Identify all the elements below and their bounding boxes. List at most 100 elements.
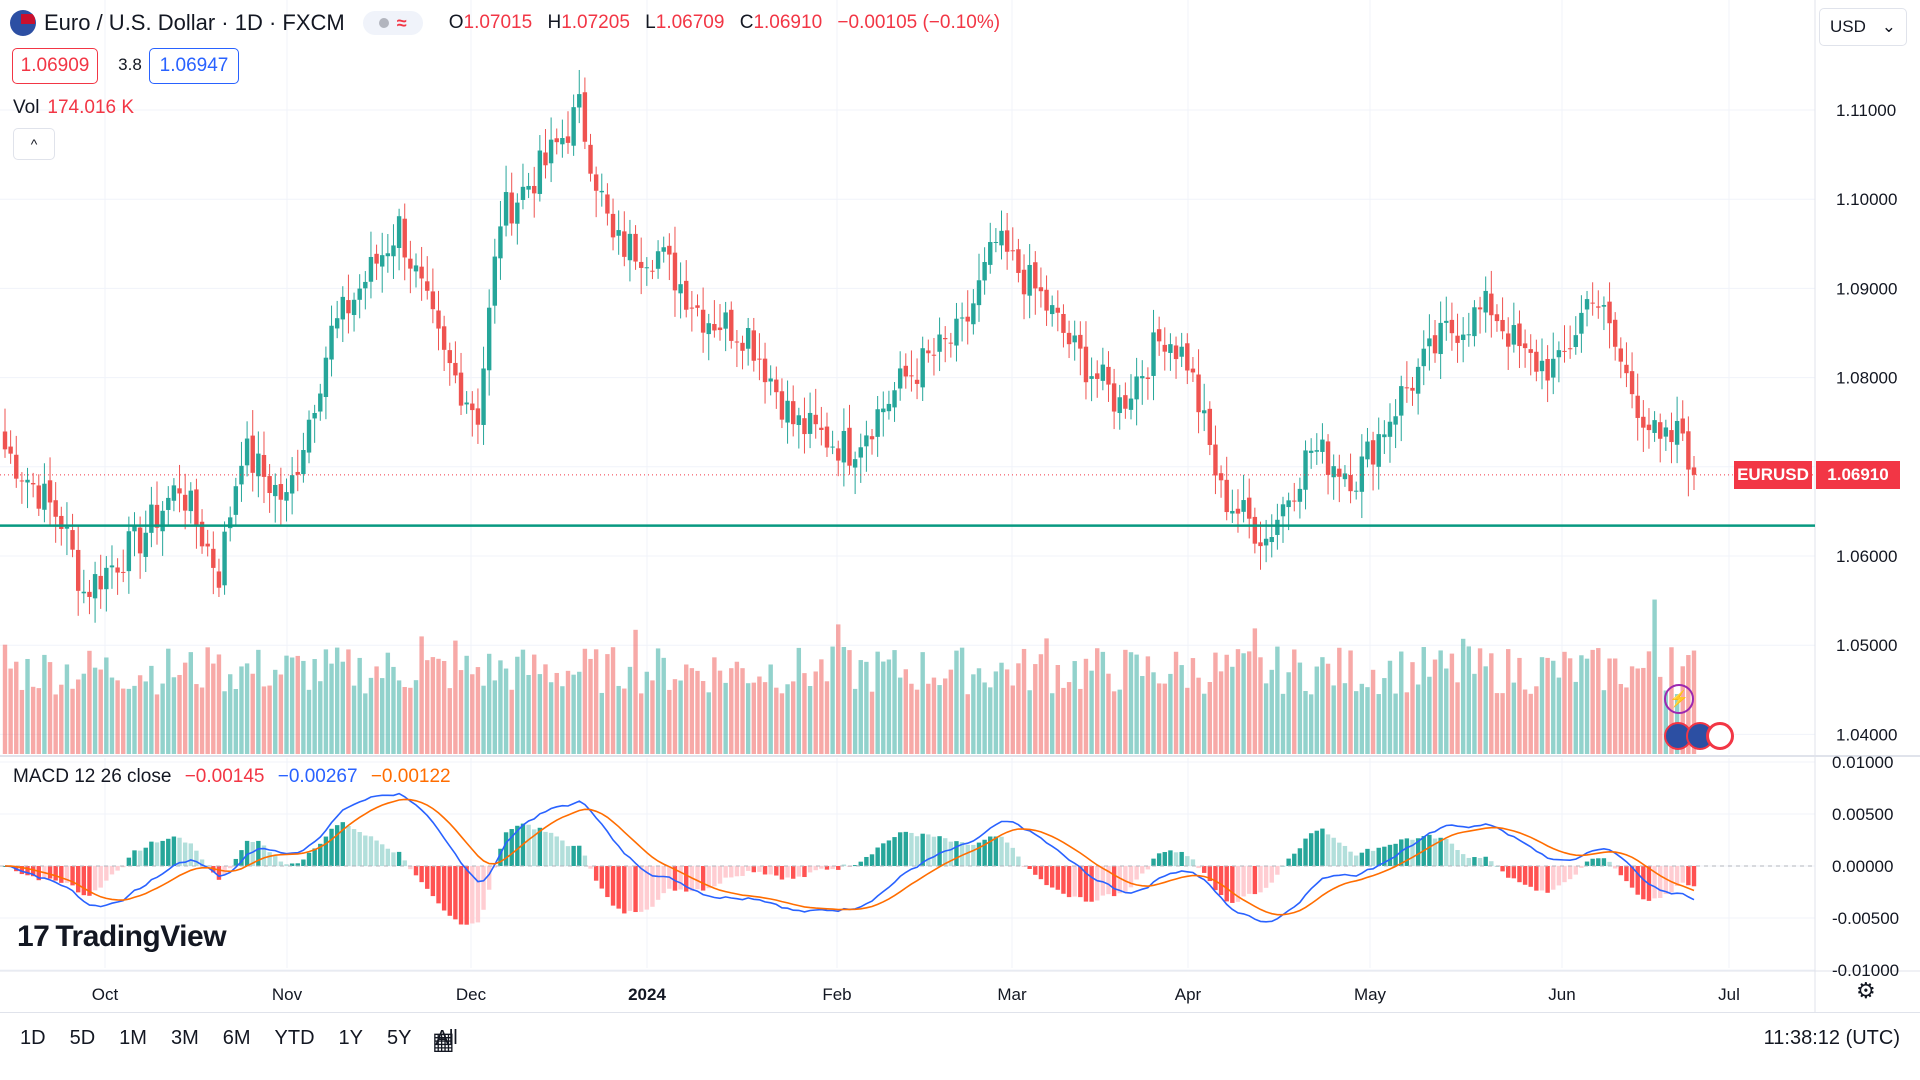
range-1m[interactable]: 1M xyxy=(119,1027,147,1049)
candle-body xyxy=(47,480,53,503)
volume-bar xyxy=(1010,685,1015,754)
range-3m[interactable]: 3M xyxy=(170,1027,199,1049)
macd-histogram-bar xyxy=(430,866,436,897)
macd-histogram-bar xyxy=(655,866,661,900)
volume-bar xyxy=(1444,668,1449,754)
range-1y[interactable]: 1Y xyxy=(338,1027,364,1049)
volume-bar xyxy=(1173,651,1179,754)
tradingview-logo[interactable]: 17 TradingView xyxy=(17,920,227,954)
candle-body xyxy=(109,565,115,568)
macd-histogram-bar xyxy=(256,840,261,866)
range-all[interactable]: All xyxy=(435,1027,458,1049)
candle-body xyxy=(1168,344,1173,353)
symbol-title[interactable]: Euro / U.S. Dollar · 1D · FXCM xyxy=(44,10,345,35)
candle-body xyxy=(802,418,807,435)
candle-body xyxy=(1241,500,1246,512)
macd-histogram-bar xyxy=(914,836,920,866)
event-flag-icon-3[interactable] xyxy=(1706,722,1734,750)
candle-body xyxy=(1483,290,1488,313)
volume-bar xyxy=(616,685,621,754)
candle-body xyxy=(222,531,227,586)
macd-histogram-bar xyxy=(616,866,621,909)
candle-body xyxy=(520,186,526,200)
macd-histogram-bar xyxy=(98,866,103,888)
volume-bar xyxy=(1573,681,1578,754)
volume-bar xyxy=(323,649,329,754)
macd-tick-label: -0.01000 xyxy=(1832,961,1899,980)
macd-histogram-bar xyxy=(199,859,205,866)
range-ytd[interactable]: YTD xyxy=(274,1027,315,1049)
macd-histogram-bar xyxy=(515,825,520,866)
macd-histogram-bar xyxy=(1522,866,1528,885)
range-5d[interactable]: 5D xyxy=(69,1027,96,1049)
currency-selector[interactable]: USD ⌄ xyxy=(1819,8,1907,46)
volume-bar xyxy=(1269,669,1274,754)
macd-histogram-bar xyxy=(70,866,75,886)
range-5y[interactable]: 5Y xyxy=(387,1027,412,1049)
candle-body xyxy=(1376,434,1381,467)
volume-bar xyxy=(1551,660,1556,754)
volume-bar xyxy=(819,659,824,754)
macd-histogram-bar xyxy=(1049,866,1055,888)
volume-bar xyxy=(706,692,711,754)
volume-bar xyxy=(807,686,813,754)
buy-price-button[interactable]: 1.06947 xyxy=(149,48,239,84)
time-tick-label: Dec xyxy=(456,985,487,1004)
candle-body xyxy=(914,379,920,384)
macd-histogram-bar xyxy=(1354,855,1359,866)
market-status-pill[interactable]: ≈ xyxy=(362,11,423,35)
candle-body xyxy=(453,362,458,376)
macd-histogram-bar xyxy=(261,845,267,866)
macd-histogram-bar xyxy=(1539,866,1545,891)
settings-icon[interactable]: ⚙ xyxy=(1856,978,1876,1003)
macd-histogram-bar xyxy=(1415,838,1421,866)
candle-body xyxy=(858,447,863,458)
candle-body xyxy=(537,150,543,194)
volume-bar xyxy=(644,671,650,754)
macd-histogram-bar xyxy=(1489,861,1494,866)
macd-histogram-bar xyxy=(408,866,413,870)
macd-histogram-bar xyxy=(1038,866,1044,880)
calendar-icon[interactable]: ▦ xyxy=(432,1028,455,1055)
sell-price-button[interactable]: 1.06909 xyxy=(12,48,98,84)
macd-histogram-bar xyxy=(785,866,790,878)
range-1d[interactable]: 1D xyxy=(20,1027,46,1049)
candle-body xyxy=(1134,376,1139,400)
macd-histogram-bar xyxy=(250,842,255,866)
macd-histogram-bar xyxy=(1376,847,1381,866)
volume-bar xyxy=(1095,648,1100,754)
candle-body xyxy=(1106,366,1111,385)
volume-bar xyxy=(1016,663,1021,754)
macd-histogram-bar xyxy=(1230,866,1235,903)
candle-body xyxy=(886,403,892,412)
volume-bar xyxy=(1072,661,1077,754)
candle-body xyxy=(149,504,154,533)
macd-histogram-bar xyxy=(177,837,182,866)
macd-histogram-bar xyxy=(1263,866,1269,888)
candle-body xyxy=(1179,346,1184,357)
macd-histogram-bar xyxy=(1567,866,1573,880)
utc-clock[interactable]: 11:38:12 (UTC) xyxy=(1763,1027,1900,1049)
volume-bar xyxy=(182,662,188,754)
candle-body xyxy=(160,510,165,532)
candle-body xyxy=(976,280,982,306)
candle-body xyxy=(830,446,835,448)
volume-bar xyxy=(1286,672,1291,754)
candle-body xyxy=(1663,427,1669,437)
candle-body xyxy=(774,379,779,393)
macd-histogram-bar xyxy=(1393,843,1398,866)
collapse-legend-button[interactable]: ^ xyxy=(13,128,55,160)
candle-body xyxy=(346,300,351,314)
macd-histogram-bar xyxy=(137,850,143,866)
candle-body xyxy=(729,309,734,341)
candle-body xyxy=(1021,269,1027,295)
time-tick-label: Jul xyxy=(1718,985,1740,1004)
volume-bar xyxy=(1691,650,1697,754)
volume-bar xyxy=(1218,671,1224,754)
range-6m[interactable]: 6M xyxy=(222,1027,251,1049)
time-tick-label: Mar xyxy=(997,985,1027,1004)
volume-bar xyxy=(869,691,875,754)
alert-lightning-icon[interactable]: ⚡ xyxy=(1664,684,1694,714)
candle-body xyxy=(897,368,903,389)
